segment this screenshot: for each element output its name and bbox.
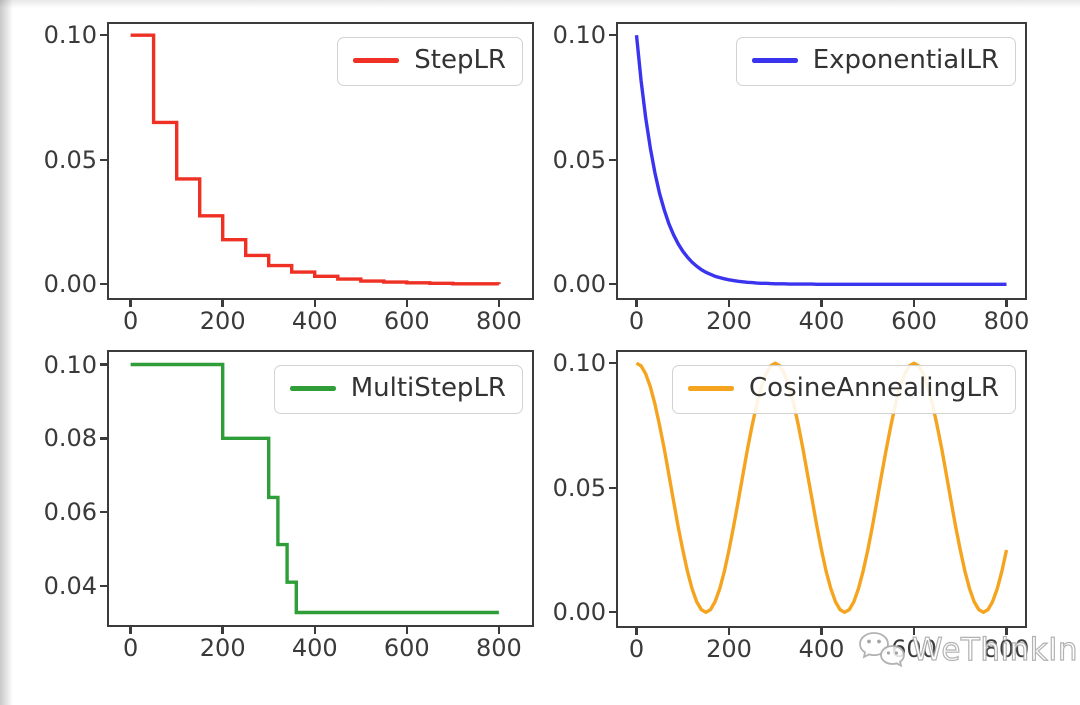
x-tick-label: 800 [983, 307, 1030, 335]
legend-multisteplr: MultiStepLR [273, 365, 523, 415]
x-tick-label: 200 [199, 307, 246, 335]
x-tick-mark [129, 300, 132, 307]
legend-steplr: StepLR [337, 37, 523, 87]
x-tick-label: 0 [122, 634, 139, 662]
x-tick-label: 0 [122, 307, 139, 335]
x-tick-label: 0 [628, 307, 645, 335]
subplot-steplr: StepLR 0 200 400 600 800 0.10 0.05 0.00 [44, 22, 534, 333]
legend-cosineannealinglr: CosineAnnealingLR [672, 365, 1016, 415]
x-tick-label: 200 [706, 635, 752, 663]
subplot-cosineannealinglr: CosineAnnealingLR 0 200 400 600 800 0.10 0.05 0… [553, 350, 1029, 661]
x-tick-label: 600 [383, 634, 430, 662]
x-tick-mark [313, 300, 316, 307]
y-tick-mark [100, 158, 107, 161]
legend-label: StepLR [414, 45, 506, 75]
y-tick-mark [100, 584, 107, 588]
y-tick-mark [609, 486, 616, 489]
y-tick-mark [609, 158, 616, 161]
x-tick-label: 800 [475, 307, 522, 335]
x-tick-label: 600 [891, 307, 937, 335]
legend-label: MultiStepLR [350, 373, 506, 403]
y-tick-label: 0.05 [552, 145, 606, 174]
x-tick-mark [912, 300, 916, 307]
x-tick-label: 800 [475, 634, 522, 662]
steplr-line-chart [130, 33, 501, 286]
legend-line-swatch [289, 386, 336, 391]
y-tick-mark [100, 363, 107, 366]
x-tick-label: 200 [199, 634, 246, 662]
y-tick-label: 0.05 [43, 145, 97, 174]
x-tick-label: 600 [383, 307, 430, 335]
x-tick-mark [221, 300, 224, 307]
y-tick-label: 0.10 [43, 21, 97, 50]
legend-label: CosineAnnealingLR [749, 373, 999, 403]
multisteplr-line-chart [130, 362, 499, 615]
x-tick-mark [1005, 300, 1008, 307]
y-tick-label: 0.05 [552, 473, 606, 502]
data-line-steplr [130, 33, 501, 286]
y-tick-mark [609, 283, 616, 286]
x-tick-mark [635, 300, 638, 307]
x-tick-mark [635, 628, 638, 635]
x-tick-mark [313, 627, 316, 634]
subplot-multisteplr: MultiStepLR 0 200 400 600 800 0.10 0.08 0.06 0.0… [44, 350, 534, 660]
data-line-cosineannealinglr [635, 361, 1009, 614]
x-tick-label: 400 [291, 634, 338, 662]
legend-exponentiallr: ExponentialLR [735, 37, 1016, 87]
legend-label: ExponentialLR [812, 45, 999, 75]
x-tick-label: 400 [798, 307, 845, 335]
y-tick-mark [609, 34, 616, 37]
legend-line-swatch [751, 58, 798, 63]
subplot-exponentiallr: ExponentialLR 0 200 400 600 800 0.10 0.05 0.00 [553, 22, 1029, 333]
y-tick-label: 0.00 [43, 270, 97, 299]
x-tick-label: 600 [891, 635, 937, 663]
legend-line-swatch [353, 58, 400, 63]
x-tick-mark [1005, 628, 1008, 635]
x-tick-label: 800 [983, 635, 1030, 663]
x-tick-mark [497, 300, 501, 307]
y-tick-label: 0.00 [552, 598, 606, 627]
x-tick-label: 0 [628, 635, 645, 663]
y-tick-label: 0.10 [43, 350, 97, 379]
x-tick-mark [727, 300, 731, 307]
y-tick-mark [100, 437, 107, 440]
y-tick-mark [609, 611, 616, 614]
x-tick-mark [820, 300, 823, 307]
y-tick-mark [100, 510, 107, 514]
x-tick-mark [497, 627, 501, 634]
x-tick-mark [405, 300, 408, 307]
x-tick-mark [820, 628, 823, 635]
x-tick-mark [129, 627, 132, 634]
x-tick-mark [405, 627, 408, 634]
y-tick-label: 0.06 [43, 498, 97, 527]
y-tick-label: 0.10 [552, 21, 606, 50]
x-tick-mark [912, 628, 916, 635]
legend-line-swatch [688, 386, 735, 391]
y-tick-mark [100, 283, 107, 286]
data-line-multisteplr [130, 362, 499, 615]
y-tick-mark [609, 362, 616, 365]
y-tick-label: 0.04 [43, 571, 97, 600]
data-line-exponentiallr [634, 35, 1007, 286]
y-tick-mark [100, 34, 107, 37]
x-tick-mark [727, 628, 731, 635]
x-tick-label: 200 [706, 307, 752, 335]
y-tick-label: 0.10 [552, 349, 606, 378]
x-tick-label: 400 [798, 635, 845, 663]
exponentiallr-line-chart [634, 35, 1007, 286]
y-tick-label: 0.08 [43, 424, 97, 453]
x-tick-label: 400 [291, 307, 338, 335]
cosineannealinglr-line-chart [635, 361, 1009, 614]
y-tick-label: 0.00 [552, 270, 606, 299]
watermark: WeThinkIn [856, 626, 1078, 674]
x-tick-mark [221, 627, 224, 634]
